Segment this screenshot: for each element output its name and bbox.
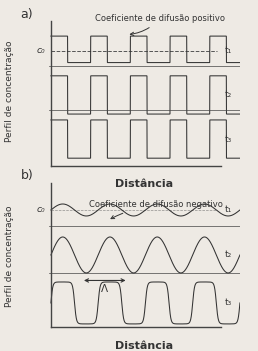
Text: t₂: t₂ <box>225 91 232 99</box>
Text: a): a) <box>20 8 33 21</box>
Text: t₁: t₁ <box>225 46 232 55</box>
Text: t₃: t₃ <box>225 298 232 307</box>
Text: Distância: Distância <box>115 341 174 351</box>
Text: c₀: c₀ <box>37 46 45 55</box>
Text: t₃: t₃ <box>225 134 232 144</box>
Text: Coeficiente de difusão positivo: Coeficiente de difusão positivo <box>95 14 225 35</box>
Text: Λ: Λ <box>101 284 108 294</box>
Text: b): b) <box>20 169 33 182</box>
Text: t₂: t₂ <box>225 251 232 259</box>
Text: Perfil de concentração: Perfil de concentração <box>5 40 13 142</box>
Text: Coeficiente de difusão negativo: Coeficiente de difusão negativo <box>89 200 223 219</box>
Text: Distância: Distância <box>115 179 174 189</box>
Text: c₀: c₀ <box>37 205 45 214</box>
Text: t₁: t₁ <box>225 205 232 214</box>
Text: Perfil de concentração: Perfil de concentração <box>5 205 13 307</box>
